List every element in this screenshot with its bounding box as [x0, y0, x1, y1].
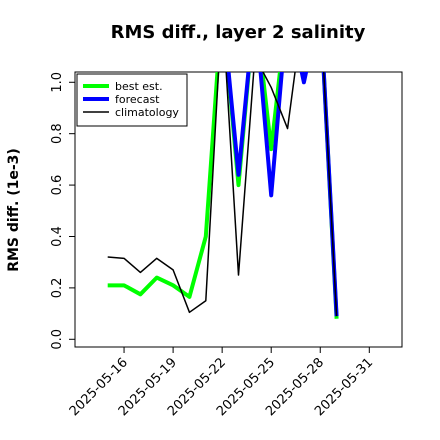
chart-title: RMS diff., layer 2 salinity [111, 22, 366, 43]
plot-frame [74, 71, 403, 348]
series-line [107, 72, 338, 317]
y-tick-label: 0.6 [50, 175, 65, 196]
legend-label: climatology [115, 106, 179, 119]
y-tick-label: 0.2 [50, 278, 65, 299]
series-line [226, 72, 339, 317]
y-tick-label: 0.0 [50, 329, 65, 350]
y-tick-label: 0.4 [50, 226, 65, 247]
y-axis-label: RMS diff. (1e-3) [6, 148, 22, 272]
y-tick-label: 0.8 [50, 123, 65, 144]
legend-label: best est. [115, 80, 163, 93]
y-tick-label: 1.0 [50, 72, 65, 93]
legend-label: forecast [115, 93, 160, 106]
series-line [107, 72, 339, 319]
